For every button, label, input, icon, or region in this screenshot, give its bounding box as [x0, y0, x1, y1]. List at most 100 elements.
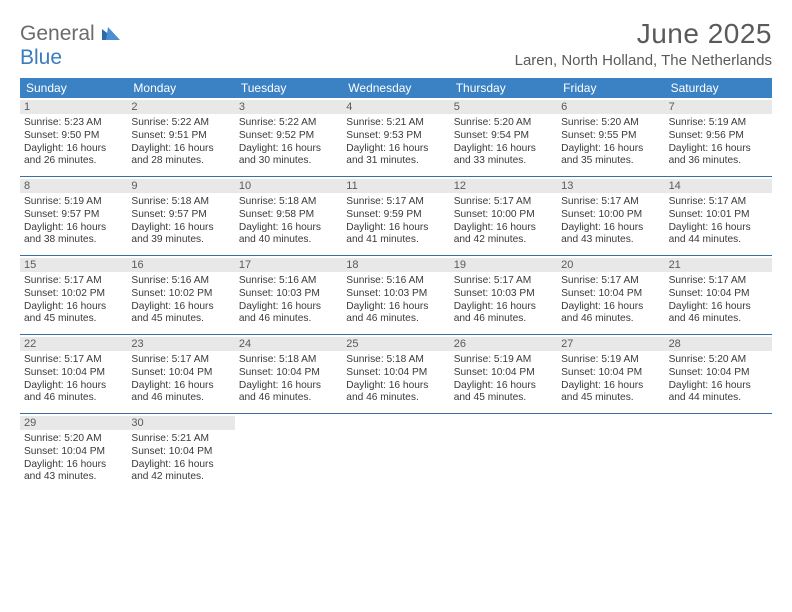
- day-body: Sunrise: 5:19 AMSunset: 10:04 PMDaylight…: [454, 354, 553, 405]
- weekday-header: Sunday: [20, 78, 127, 98]
- daylight-text: Daylight: 16 hours: [454, 301, 553, 314]
- daylight-text: Daylight: 16 hours: [239, 222, 338, 235]
- sunrise-text: Sunrise: 5:17 AM: [131, 354, 230, 367]
- day-body: Sunrise: 5:16 AMSunset: 10:03 PMDaylight…: [239, 275, 338, 326]
- day-number: 22: [20, 337, 127, 351]
- day-number: 11: [342, 179, 449, 193]
- day-cell: 24Sunrise: 5:18 AMSunset: 10:04 PMDaylig…: [235, 335, 342, 413]
- daylight-text: Daylight: 16 hours: [346, 301, 445, 314]
- day-number: 2: [127, 100, 234, 114]
- sunset-text: Sunset: 10:04 PM: [346, 367, 445, 380]
- sunset-text: Sunset: 10:02 PM: [131, 288, 230, 301]
- daylight-text: Daylight: 16 hours: [131, 301, 230, 314]
- day-number: 3: [235, 100, 342, 114]
- day-number: 5: [450, 100, 557, 114]
- day-cell: 17 Sunrise: 5:16 AMSunset: 10:03 PMDaylig…: [235, 256, 342, 334]
- daylight-text: Daylight: 16 hours: [669, 222, 768, 235]
- daylight-text: and 41 minutes.: [346, 234, 445, 247]
- day-cell: 5Sunrise: 5:20 AMSunset: 9:54 PMDaylight…: [450, 98, 557, 176]
- sunrise-text: Sunrise: 5:16 AM: [346, 275, 445, 288]
- day-number: 27: [557, 337, 664, 351]
- daylight-text: and 44 minutes.: [669, 234, 768, 247]
- daylight-text: Daylight: 16 hours: [561, 222, 660, 235]
- daylight-text: Daylight: 16 hours: [239, 380, 338, 393]
- week-row: 29 Sunrise: 5:20 AMSunset: 10:04 PMDaylig…: [20, 414, 772, 492]
- day-cell: [235, 414, 342, 492]
- sunrise-text: Sunrise: 5:16 AM: [131, 275, 230, 288]
- sunrise-text: Sunrise: 5:20 AM: [24, 433, 123, 446]
- day-body: Sunrise: 5:18 AMSunset: 9:57 PMDaylight:…: [131, 196, 230, 247]
- day-cell: 4Sunrise: 5:21 AMSunset: 9:53 PMDaylight…: [342, 98, 449, 176]
- sunrise-text: Sunrise: 5:17 AM: [346, 196, 445, 209]
- daylight-text: and 33 minutes.: [454, 155, 553, 168]
- week-row: 1Sunrise: 5:23 AMSunset: 9:50 PMDaylight…: [20, 98, 772, 177]
- day-body: Sunrise: 5:17 AMSunset: 9:59 PMDaylight:…: [346, 196, 445, 247]
- day-cell: 13 Sunrise: 5:17 AMSunset: 10:00 PMDaylig…: [557, 177, 664, 255]
- day-body: Sunrise: 5:19 AMSunset: 9:57 PMDaylight:…: [24, 196, 123, 247]
- day-body: Sunrise: 5:16 AMSunset: 10:02 PMDaylight…: [131, 275, 230, 326]
- daylight-text: Daylight: 16 hours: [561, 380, 660, 393]
- daylight-text: Daylight: 16 hours: [454, 380, 553, 393]
- sunset-text: Sunset: 9:58 PM: [239, 209, 338, 222]
- day-body: Sunrise: 5:19 AMSunset: 10:04 PMDaylight…: [561, 354, 660, 405]
- day-cell: 7Sunrise: 5:19 AMSunset: 9:56 PMDaylight…: [665, 98, 772, 176]
- sunset-text: Sunset: 9:54 PM: [454, 130, 553, 143]
- day-cell: 21Sunrise: 5:17 AMSunset: 10:04 PMDaylig…: [665, 256, 772, 334]
- daylight-text: Daylight: 16 hours: [24, 459, 123, 472]
- daylight-text: and 45 minutes.: [454, 392, 553, 405]
- sunrise-text: Sunrise: 5:21 AM: [131, 433, 230, 446]
- sunrise-text: Sunrise: 5:22 AM: [239, 117, 338, 130]
- day-number: 21: [665, 258, 772, 272]
- sunrise-text: Sunrise: 5:19 AM: [454, 354, 553, 367]
- day-cell: [450, 414, 557, 492]
- sunset-text: Sunset: 10:04 PM: [24, 446, 123, 459]
- day-number: 25: [342, 337, 449, 351]
- daylight-text: Daylight: 16 hours: [131, 143, 230, 156]
- day-cell: 18Sunrise: 5:16 AMSunset: 10:03 PMDaylig…: [342, 256, 449, 334]
- day-number: 13: [557, 179, 664, 193]
- sunset-text: Sunset: 9:52 PM: [239, 130, 338, 143]
- sunrise-text: Sunrise: 5:19 AM: [24, 196, 123, 209]
- logo-text: General Blue: [20, 22, 122, 70]
- day-number: 15: [20, 258, 127, 272]
- sunset-text: Sunset: 9:57 PM: [131, 209, 230, 222]
- day-number: 28: [665, 337, 772, 351]
- daylight-text: and 45 minutes.: [131, 313, 230, 326]
- sunset-text: Sunset: 9:50 PM: [24, 130, 123, 143]
- day-cell: 1Sunrise: 5:23 AMSunset: 9:50 PMDaylight…: [20, 98, 127, 176]
- sunrise-text: Sunrise: 5:17 AM: [24, 275, 123, 288]
- weekday-header: Saturday: [665, 78, 772, 98]
- sunset-text: Sunset: 10:01 PM: [669, 209, 768, 222]
- day-number: 12: [450, 179, 557, 193]
- day-cell: 22 Sunrise: 5:17 AMSunset: 10:04 PMDaylig…: [20, 335, 127, 413]
- day-body: Sunrise: 5:17 AMSunset: 10:04 PMDaylight…: [24, 354, 123, 405]
- sunrise-text: Sunrise: 5:22 AM: [131, 117, 230, 130]
- day-body: Sunrise: 5:23 AMSunset: 9:50 PMDaylight:…: [24, 117, 123, 168]
- sunset-text: Sunset: 10:00 PM: [561, 209, 660, 222]
- sunrise-text: Sunrise: 5:19 AM: [561, 354, 660, 367]
- day-body: Sunrise: 5:17 AMSunset: 10:00 PMDaylight…: [561, 196, 660, 247]
- daylight-text: and 42 minutes.: [454, 234, 553, 247]
- day-number: 6: [557, 100, 664, 114]
- sunrise-text: Sunrise: 5:18 AM: [346, 354, 445, 367]
- daylight-text: Daylight: 16 hours: [454, 222, 553, 235]
- daylight-text: and 46 minutes.: [669, 313, 768, 326]
- sunset-text: Sunset: 10:04 PM: [24, 367, 123, 380]
- day-body: Sunrise: 5:18 AMSunset: 10:04 PMDaylight…: [346, 354, 445, 405]
- day-number: 29: [20, 416, 127, 430]
- day-body: Sunrise: 5:19 AMSunset: 9:56 PMDaylight:…: [669, 117, 768, 168]
- day-cell: 30Sunrise: 5:21 AMSunset: 10:04 PMDaylig…: [127, 414, 234, 492]
- daylight-text: and 31 minutes.: [346, 155, 445, 168]
- day-number: 26: [450, 337, 557, 351]
- daylight-text: and 40 minutes.: [239, 234, 338, 247]
- day-number: 16: [127, 258, 234, 272]
- calendar-grid: Sunday Monday Tuesday Wednesday Thursday…: [20, 78, 772, 492]
- sunrise-text: Sunrise: 5:17 AM: [669, 196, 768, 209]
- sunset-text: Sunset: 10:04 PM: [131, 367, 230, 380]
- sunrise-text: Sunrise: 5:16 AM: [239, 275, 338, 288]
- month-title: June 2025: [515, 18, 772, 50]
- day-cell: 3Sunrise: 5:22 AMSunset: 9:52 PMDaylight…: [235, 98, 342, 176]
- sunrise-text: Sunrise: 5:18 AM: [131, 196, 230, 209]
- sunset-text: Sunset: 10:03 PM: [346, 288, 445, 301]
- day-number: 17: [235, 258, 342, 272]
